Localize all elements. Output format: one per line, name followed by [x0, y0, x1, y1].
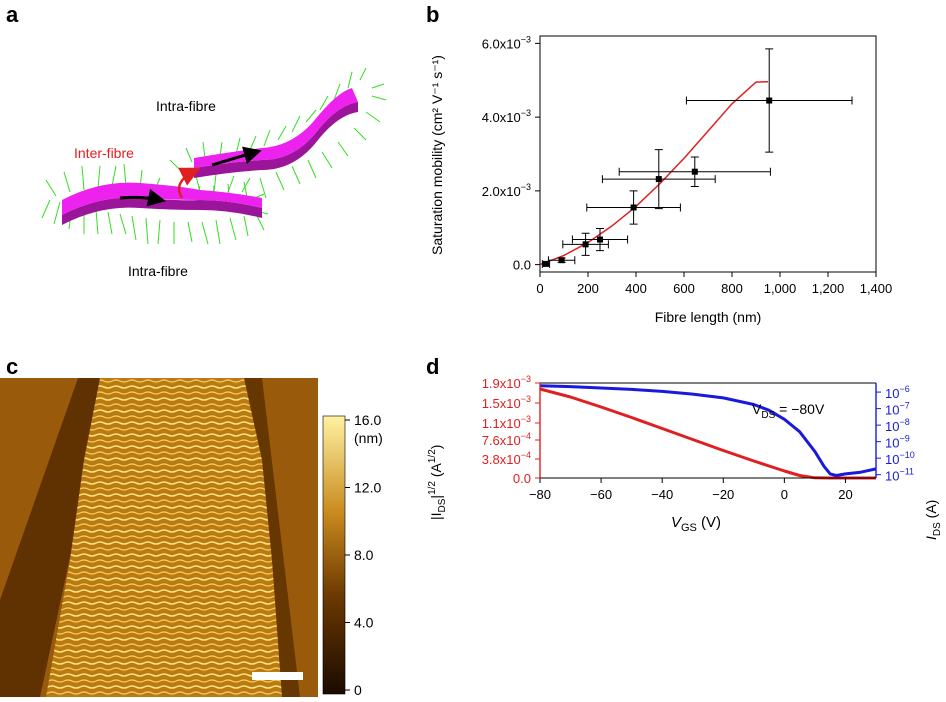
panel-c-letter: c [6, 354, 18, 379]
chart-d-right-tick-label-0: 10−11 [885, 467, 914, 484]
chart-b-xtick-label-1: 200 [577, 281, 599, 296]
panel-b: b 0 200 400 600 800 1,000 1,200 1,400 0.0 2.0x10… [426, 2, 892, 325]
label-inter: Inter-fibre [74, 145, 134, 161]
chart-b-point-2 [582, 241, 589, 248]
afm-colorbar-tick-label-2: 8.0 [354, 547, 374, 563]
afm-colorbar-tick-label-3: 4.0 [354, 615, 374, 631]
chart-d-right-label: IDS (A) [923, 500, 943, 540]
intra-arrow-lower [119, 188, 166, 207]
chart-b-point-1 [558, 257, 565, 264]
chart-d-xtick-label-5: 20 [838, 487, 852, 502]
chart-d-xtick-label-1: −60 [590, 487, 612, 502]
fibre-lower [62, 182, 262, 225]
chart-b-xtick-label-3: 600 [673, 281, 695, 296]
chart-d-right-tick-label-4: 10−7 [885, 401, 910, 418]
chart-b-xtick-label-6: 1,200 [812, 281, 845, 296]
chart-d-left-tick-label-0: 0.0 [513, 471, 531, 486]
fibre-upper [194, 88, 358, 178]
chart-d-right-tick-label-3: 10−8 [885, 417, 910, 434]
panel-a-letter: a [6, 2, 19, 27]
chart-d-x-label: VGS (V) [671, 514, 721, 534]
chart-b-x-label: Fibre length (nm) [655, 309, 762, 325]
chart-b-x-ticks: 0 200 400 600 800 1,000 1,200 1,400 [536, 272, 892, 296]
chart-d-left-tick-label-4: 1.5x10−3 [482, 394, 531, 411]
chart-b-fit-line [539, 80, 769, 266]
chart-b-point-0 [543, 260, 549, 267]
chart-d-x-ticks: −80 −60 −40 −20 0 20 [529, 478, 853, 502]
panel-a: a Intra-fibre Inter-fibre Intra-fibre [6, 2, 387, 279]
chart-b-xtick-label-4: 800 [721, 281, 743, 296]
chart-d-right-tick-label-1: 10−10 [885, 450, 915, 467]
panel-c: c 16.0 12.0 8.0 4.0 0 (nm) [0, 354, 383, 698]
chart-b-ytick-label-1: 2.0x10−3 [482, 182, 531, 199]
chart-d-left-tick-label-5: 1.9x10−3 [482, 374, 531, 391]
afm-colorbar-ticks: 16.0 12.0 8.0 4.0 0 [345, 412, 381, 698]
chart-b-point-4 [630, 204, 637, 211]
panel-d-letter: d [426, 354, 439, 379]
chart-b-y-ticks: 0.0 2.0x10−3 4.0x10−3 6.0x10−3 [482, 34, 540, 273]
chart-d-left-tick-label-3: 1.1x10−3 [482, 414, 531, 431]
label-intra-bottom: Intra-fibre [128, 263, 188, 279]
afm-colorbar [322, 415, 346, 695]
chart-d-left-tick-label-2: 7.6x10−4 [482, 431, 531, 448]
chart-d-xtick-label-2: −40 [651, 487, 673, 502]
chart-d-left-tick-label-1: 3.8x10−4 [482, 450, 531, 467]
label-intra-top: Intra-fibre [156, 98, 216, 114]
chart-d-right-tick-label-2: 10−9 [885, 434, 910, 451]
scale-bar [252, 672, 303, 680]
chart-b-fit-layer [539, 80, 769, 266]
chart-d-series-IDS [539, 384, 877, 477]
chart-b-point-6 [691, 168, 698, 175]
chart-b-y-label: Saturation mobility (cm² V⁻¹ s⁻¹) [429, 55, 445, 255]
intra-arrow-upper [211, 146, 262, 167]
chart-b-xtick-label-5: 1,000 [764, 281, 797, 296]
afm-colorbar-tick-label-0: 16.0 [354, 412, 381, 428]
chart-d-series-sqrt_IDS [539, 387, 876, 480]
chart-b-points-layer [541, 48, 853, 268]
afm-image [0, 378, 318, 697]
inter-fibre-arrow [177, 167, 201, 199]
chart-b-frame [539, 35, 877, 273]
chart-d-annotation: VDS = −80V [752, 401, 825, 421]
afm-colorbar-tick-label-4: 0 [354, 682, 362, 698]
chart-b-xtick-label-2: 400 [625, 281, 647, 296]
chart-b-point-5 [655, 176, 662, 183]
afm-colorbar-unit: (nm) [354, 430, 383, 446]
chart-d-left-label: |IDS|1/2 (A1/2) [427, 445, 448, 520]
chart-b-point-7 [766, 97, 773, 104]
chart-b-point-3 [597, 236, 603, 243]
chart-b-ytick-label-3: 6.0x10−3 [482, 34, 531, 51]
chart-d-left-ticks: 0.0 3.8x10−4 7.6x10−41.1x10−3 1.5x10−3 1.9x1… [482, 374, 540, 486]
chart-d-series-layer [539, 384, 877, 480]
chart-b-ytick-label-0: 0.0 [513, 258, 531, 273]
chart-d-right-tick-label-5: 10−6 [885, 384, 910, 401]
chart-d-xtick-label-4: 0 [781, 487, 788, 502]
chart-d-xtick-label-0: −80 [529, 487, 551, 502]
panel-b-letter: b [426, 2, 439, 27]
side-chains-icon [41, 67, 387, 245]
chart-b-ytick-label-2: 4.0x10−3 [482, 108, 531, 125]
chart-d-xtick-label-3: −20 [712, 487, 734, 502]
chart-b-xtick-label-7: 1,400 [860, 281, 893, 296]
chart-b-xtick-label-0: 0 [536, 281, 543, 296]
afm-colorbar-tick-label-1: 12.0 [354, 480, 381, 496]
panel-d: d −80 −60 −40 −20 0 20 0.0 3.8x10−4 7.6x10−41.1… [426, 354, 943, 540]
